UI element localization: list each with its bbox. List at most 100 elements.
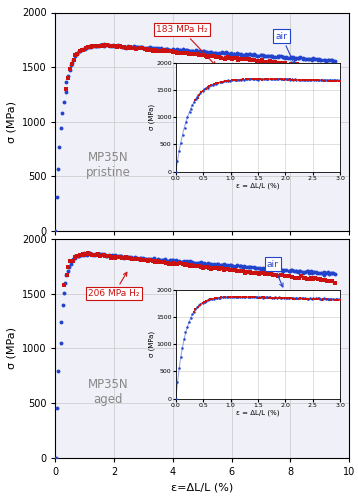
Point <box>166 257 172 265</box>
Point <box>216 265 222 273</box>
Point <box>237 50 242 58</box>
Point <box>240 263 246 271</box>
Point <box>170 259 176 267</box>
Point <box>197 259 203 267</box>
Point <box>288 53 294 61</box>
Point <box>227 260 233 268</box>
Point <box>328 269 334 277</box>
Point <box>219 264 225 272</box>
Point <box>154 256 160 264</box>
Point <box>215 264 221 272</box>
Point <box>198 262 204 270</box>
Point <box>196 48 202 56</box>
Point <box>116 252 122 260</box>
Text: MP35N
aged: MP35N aged <box>88 378 129 406</box>
Point <box>131 44 137 52</box>
Point <box>127 44 133 52</box>
Point <box>257 264 262 272</box>
Point <box>179 258 184 266</box>
Point <box>118 44 124 52</box>
Point <box>140 44 146 52</box>
Point <box>152 258 158 266</box>
Point <box>332 270 338 278</box>
Point <box>107 42 113 50</box>
Point <box>101 40 107 48</box>
Point <box>133 256 139 264</box>
Point <box>68 260 74 268</box>
Point <box>202 48 207 56</box>
Point <box>275 272 281 280</box>
Point <box>89 250 95 258</box>
Point <box>139 256 144 264</box>
Point <box>267 52 273 60</box>
Point <box>58 318 64 326</box>
Point <box>209 264 215 272</box>
Point <box>174 260 180 268</box>
Point <box>72 254 78 262</box>
Point <box>315 64 320 72</box>
Point <box>140 254 146 262</box>
Point <box>135 43 140 51</box>
Point <box>222 261 228 269</box>
Point <box>235 56 241 64</box>
Point <box>330 58 336 66</box>
Point <box>248 263 254 271</box>
Point <box>115 42 121 50</box>
Point <box>325 268 331 276</box>
Point <box>237 55 242 63</box>
Point <box>67 65 73 73</box>
Point <box>279 266 284 274</box>
Point <box>126 253 132 261</box>
Point <box>234 50 240 58</box>
Point <box>304 268 309 276</box>
Point <box>204 52 210 60</box>
Point <box>217 262 223 270</box>
Point <box>151 254 157 262</box>
Point <box>251 56 257 64</box>
Point <box>284 53 289 61</box>
Point <box>139 44 145 52</box>
Point <box>134 254 139 262</box>
Point <box>72 253 78 261</box>
Point <box>137 254 143 262</box>
Point <box>245 51 250 59</box>
Point <box>229 266 235 274</box>
Point <box>228 260 233 268</box>
Point <box>189 258 195 266</box>
Point <box>332 57 338 65</box>
Point <box>247 262 252 270</box>
Point <box>53 454 58 462</box>
Point <box>87 250 93 258</box>
Point <box>177 49 183 57</box>
Point <box>291 54 296 62</box>
Point <box>295 274 300 281</box>
Point <box>170 256 176 264</box>
Point <box>69 59 75 67</box>
Point <box>186 258 192 266</box>
Point <box>112 252 118 260</box>
Point <box>234 260 240 268</box>
Point <box>89 42 95 50</box>
Point <box>127 42 133 50</box>
Point <box>300 54 306 62</box>
Point <box>294 54 299 62</box>
Point <box>248 268 254 276</box>
Point <box>203 52 209 60</box>
Point <box>232 266 237 274</box>
Point <box>191 258 197 266</box>
Point <box>281 266 286 274</box>
Point <box>214 53 220 61</box>
Point <box>282 59 287 67</box>
Point <box>182 50 188 58</box>
Point <box>221 260 227 268</box>
Point <box>151 44 157 52</box>
Point <box>308 266 314 274</box>
Point <box>294 266 299 274</box>
Point <box>240 266 246 274</box>
Point <box>241 262 247 270</box>
Point <box>119 254 125 262</box>
Point <box>268 52 274 60</box>
Point <box>241 51 247 59</box>
Point <box>179 47 184 55</box>
Point <box>211 260 217 268</box>
